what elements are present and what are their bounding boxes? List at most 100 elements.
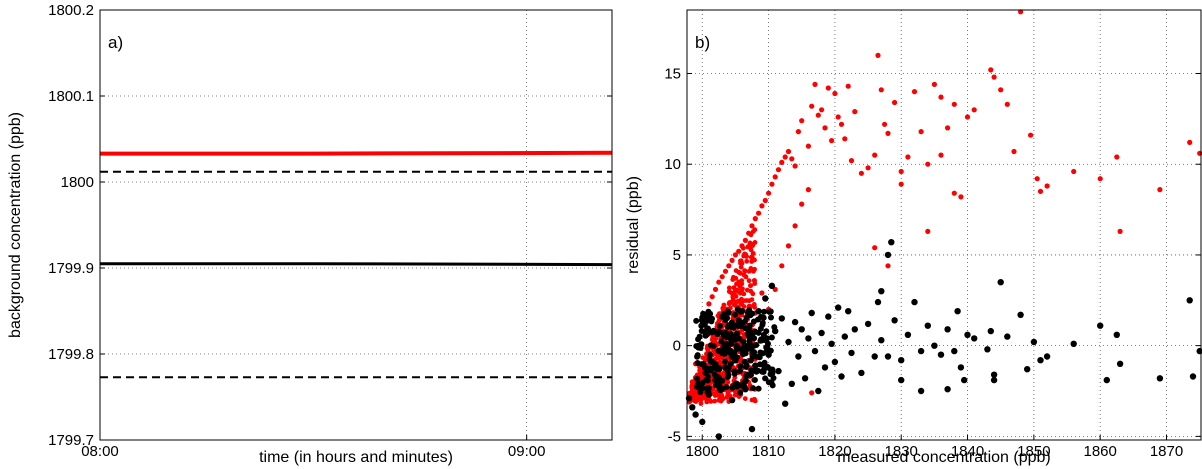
- panel-b-red-point: [726, 285, 732, 291]
- panel-b-x-tick-label: 1820: [818, 443, 851, 460]
- panel-b-black-point: [760, 368, 767, 375]
- panel-b-black-point: [728, 340, 735, 347]
- panel-b-black-point: [848, 349, 855, 357]
- panel-b-black-point: [761, 308, 768, 315]
- panel-b-y-tick-label: 15: [664, 66, 681, 83]
- panel-b-black-point: [752, 362, 759, 369]
- panel-b-black-point: [738, 346, 746, 353]
- panel-b-red-point: [750, 243, 755, 249]
- panel-b-red-point: [865, 165, 871, 171]
- panel-b-x-axis-label: measured concentration (ppb): [837, 449, 1050, 466]
- panel-b-black-point: [971, 335, 978, 342]
- panel-b-black-point: [748, 367, 755, 374]
- panel-b-black-point: [716, 366, 723, 373]
- panel-b-red-point: [739, 243, 745, 249]
- panel-b-red-point: [1187, 139, 1193, 145]
- panel-b-red-point: [848, 158, 855, 164]
- panel-b-black-point: [731, 349, 738, 356]
- panel-b-red-point: [1011, 148, 1017, 155]
- panel-a-y-tick-label: 1800.1: [48, 88, 94, 105]
- panel-b-black-point: [754, 353, 760, 360]
- panel-b-red-point: [721, 302, 727, 308]
- panel-b-black-point: [702, 369, 709, 377]
- panel-b-black-point: [712, 363, 718, 370]
- panel-b-red-point: [751, 278, 757, 283]
- panel-b-red-point: [1097, 176, 1103, 182]
- panel-b-red-point: [1018, 9, 1024, 15]
- panel-b-grid: [687, 10, 1201, 440]
- panel-a-y-tick-label: 1799.7: [48, 432, 94, 449]
- panel-b-black-point: [1043, 353, 1051, 360]
- panel-b-black-point: [747, 310, 754, 317]
- panel-b-red-point: [726, 301, 732, 307]
- panel-b-black-point: [805, 335, 812, 342]
- panel-b-red-point: [872, 245, 878, 251]
- panel-b-black-point: [1070, 340, 1077, 347]
- panel-b-red-point: [1004, 101, 1010, 107]
- panel-b-black-point: [990, 371, 998, 378]
- panel-b-black-point: [818, 329, 825, 337]
- panel-b-x-tick-label: 1840: [951, 443, 984, 460]
- panel-b-black-point: [689, 404, 696, 411]
- panel-b-black-point: [759, 319, 766, 326]
- panel-b-black-point: [708, 318, 715, 325]
- panel-b-red-point: [832, 90, 838, 97]
- panel-b-red-point: [825, 85, 831, 91]
- panel-b-red-point: [998, 87, 1004, 93]
- panel-b-red-point: [772, 174, 778, 180]
- panel-b-red-point: [799, 118, 805, 124]
- panel-a-series: [100, 150, 613, 379]
- panel-b-black-point: [815, 387, 822, 395]
- panel-b-red-point: [741, 253, 747, 259]
- panel-b-black-point: [838, 373, 845, 380]
- panel-b-black-point: [917, 347, 925, 355]
- panel-b-black-point: [717, 322, 723, 329]
- panel-b-red-point: [785, 243, 792, 249]
- panel-b-black-point: [722, 364, 729, 371]
- panel-b-red-point: [733, 299, 739, 305]
- panel-b-red-point: [815, 112, 821, 118]
- panel-b-red-point: [1071, 168, 1077, 175]
- panel-b-black-point: [772, 327, 779, 335]
- panel-b-black-point: [898, 376, 905, 384]
- panel-b-label: b): [695, 33, 710, 52]
- panel-b-red-point: [712, 398, 718, 404]
- panel-b-red-point: [749, 223, 755, 229]
- panel-b-red-point: [715, 354, 721, 360]
- panel-b-red-point: [712, 393, 718, 398]
- panel-b-red-point: [809, 390, 815, 396]
- panel-b-black-point: [761, 363, 768, 369]
- panel-b-red-point: [716, 279, 722, 285]
- panel-b-black-point: [705, 308, 712, 315]
- panel-b-black-point: [957, 364, 965, 371]
- panel-b-black-point: [737, 363, 744, 370]
- panel-b-x-tick-label: 1850: [1017, 443, 1050, 460]
- panel-b-black-point: [720, 330, 727, 337]
- panel-b-red-point: [792, 223, 798, 229]
- panel-b-black-point: [951, 347, 958, 355]
- panel-b-black-point: [719, 349, 726, 357]
- panel-b-red-point: [845, 83, 851, 89]
- panel-b-black-point: [737, 389, 744, 396]
- panel-b-red-point: [741, 298, 747, 304]
- panel-b-black-point: [714, 331, 721, 338]
- panel-b-red-point: [742, 268, 747, 273]
- panel-b-red-point: [1034, 176, 1040, 182]
- panel-b-red-point: [775, 167, 782, 173]
- panel-b-black-point: [718, 338, 725, 345]
- panel-b-black-point: [755, 329, 762, 336]
- panel-b-black-point: [1017, 311, 1024, 318]
- panel-b-black-point: [864, 320, 872, 328]
- panel-b-black-point: [878, 337, 885, 344]
- panel-b-red-point: [742, 396, 748, 401]
- panel-b-red-point: [1157, 187, 1163, 193]
- panel-b-black-point: [791, 318, 799, 326]
- panel-b-black-point: [736, 335, 743, 342]
- panel-b-red-point: [746, 278, 752, 284]
- panel-b-red-point: [719, 274, 725, 280]
- panel-b-black-point: [732, 357, 739, 364]
- panel-b-black-point: [766, 308, 773, 315]
- panel-b-black-point: [699, 385, 706, 392]
- panel-b-red-point: [988, 67, 994, 73]
